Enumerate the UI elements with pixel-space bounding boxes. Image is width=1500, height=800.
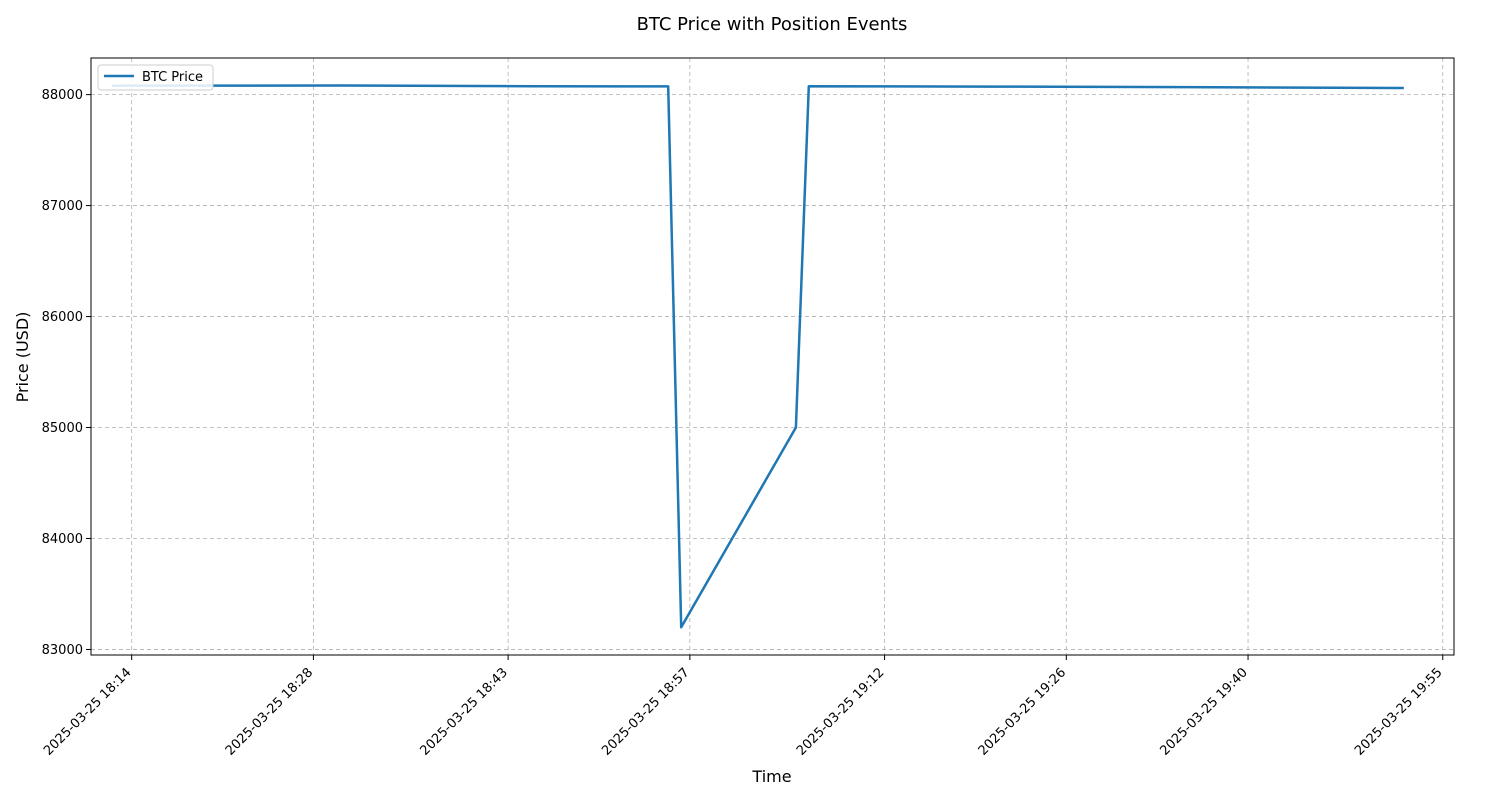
- series-group: [112, 84, 1404, 629]
- x-tick-label: 2025-03-25 19:12: [794, 665, 887, 758]
- y-tick-label: 87000: [42, 199, 83, 214]
- x-axis-label: Time: [751, 767, 791, 786]
- series-line-btc-price: [112, 84, 1404, 629]
- grid-lines: [91, 58, 1454, 655]
- x-axis-ticks: 2025-03-25 18:14 2025-03-25 18:28 2025-03-…: [41, 655, 1446, 759]
- x-tick-label: 2025-03-25 18:43: [418, 665, 511, 758]
- y-tick-label: 86000: [42, 310, 83, 325]
- x-tick-label: 2025-03-25 18:14: [41, 665, 134, 758]
- x-tick-label: 2025-03-25 19:40: [1157, 665, 1250, 758]
- legend-label: BTC Price: [142, 70, 203, 85]
- y-axis-label: Price (USD): [13, 312, 32, 403]
- y-axis-ticks: 83000 84000 85000 86000 87000 88000: [42, 88, 91, 658]
- y-tick-label: 88000: [42, 88, 83, 103]
- legend: BTC Price: [97, 64, 214, 91]
- x-tick-label: 2025-03-25 19:26: [976, 665, 1069, 758]
- plot-frame: [90, 57, 1455, 656]
- x-tick-label: 2025-03-25 18:28: [223, 665, 316, 758]
- y-tick-label: 83000: [42, 643, 83, 658]
- x-tick-label: 2025-03-25 18:57: [599, 665, 692, 758]
- y-tick-label: 84000: [42, 532, 83, 547]
- legend-box: [97, 64, 214, 91]
- y-tick-label: 85000: [42, 421, 83, 436]
- x-tick-label: 2025-03-25 19:55: [1352, 665, 1445, 758]
- chart-title: BTC Price with Position Events: [637, 14, 908, 35]
